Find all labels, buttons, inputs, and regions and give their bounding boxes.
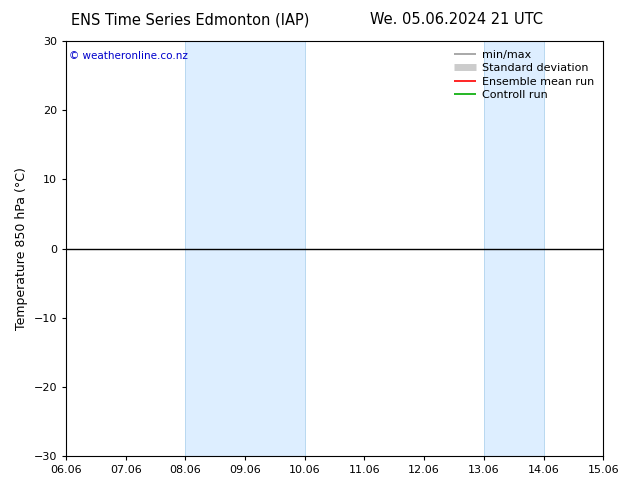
Bar (484, 41, 543, 456)
Text: We. 05.06.2024 21 UTC: We. 05.06.2024 21 UTC (370, 12, 543, 27)
Legend: min/max, Standard deviation, Ensemble mean run, Controll run: min/max, Standard deviation, Ensemble me… (451, 47, 598, 103)
Text: © weatheronline.co.nz: © weatheronline.co.nz (68, 51, 188, 61)
Y-axis label: Temperature 850 hPa (°C): Temperature 850 hPa (°C) (15, 167, 28, 330)
Bar (185, 41, 305, 456)
Text: ENS Time Series Edmonton (IAP): ENS Time Series Edmonton (IAP) (71, 12, 309, 27)
